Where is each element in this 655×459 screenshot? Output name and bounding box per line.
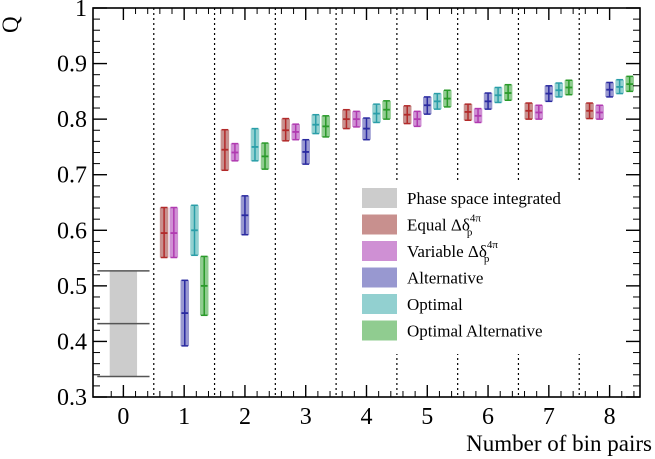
y-tick-label: 0.4 — [57, 329, 87, 355]
error-bar-markers — [97, 75, 634, 378]
legend-label: Optimal Alternative — [407, 322, 543, 341]
legend-swatch — [362, 267, 397, 288]
legend-label: Alternative — [407, 269, 483, 288]
x-axis-title: Number of bin pairs — [466, 431, 652, 456]
legend: Phase space integrated Equal Δδ4π pVariabl… — [355, 180, 593, 354]
x-tick-label: 7 — [543, 404, 555, 430]
x-tick-label: 1 — [178, 404, 190, 430]
x-tick-label: 8 — [604, 404, 616, 430]
x-tick-label: 3 — [300, 404, 312, 430]
x-tick-label: 0 — [117, 404, 129, 430]
x-tick-label: 4 — [361, 404, 373, 430]
legend-swatch — [362, 241, 397, 261]
y-tick-label: 0.9 — [57, 52, 87, 78]
legend-swatch — [362, 188, 397, 208]
y-tick-label: 0.7 — [57, 163, 87, 189]
legend-label: Phase space integrated — [407, 189, 561, 208]
y-tick-label: 0.8 — [57, 107, 87, 133]
y-tick-label: 0.6 — [57, 218, 87, 244]
y-tick-label: 0.3 — [57, 385, 87, 411]
axis-ticks: 0 1 2 3 4 5 6 7 8 0.3 0.4 0.5 0.6 0.7 0.8 0.9 1 — [57, 0, 640, 430]
legend-swatch — [362, 320, 397, 341]
x-tick-label: 6 — [482, 404, 494, 430]
y-tick-label: 1 — [75, 0, 87, 22]
y-axis-title: Q — [0, 16, 23, 33]
legend-label: Equal Δδ4π p — [407, 213, 481, 239]
x-tick-label: 5 — [421, 404, 433, 430]
legend-swatch — [362, 294, 397, 314]
legend-label: Optimal — [407, 295, 463, 314]
y-tick-label: 0.5 — [57, 274, 87, 300]
x-tick-label: 2 — [239, 404, 251, 430]
legend-swatch — [362, 214, 397, 235]
legend-label: Variable Δδ4π p — [407, 239, 498, 265]
